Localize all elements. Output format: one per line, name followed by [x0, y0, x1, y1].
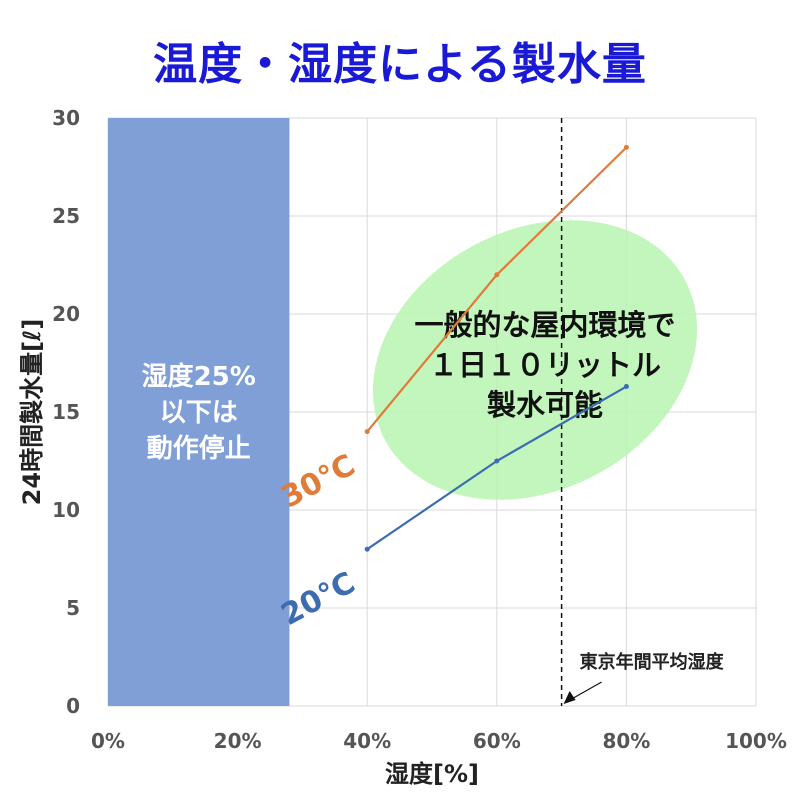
- x-tick-label: 80%: [602, 729, 650, 753]
- shaded-region-label: 動作停止: [147, 433, 251, 464]
- x-tick-label: 20%: [214, 729, 262, 753]
- data-point: [494, 458, 500, 464]
- y-tick-label: 0: [66, 694, 80, 718]
- ellipse-label: １日１０リットル: [429, 348, 661, 382]
- data-point: [364, 546, 370, 552]
- shaded-region: [108, 118, 290, 706]
- data-point: [623, 144, 629, 150]
- shaded-region-label: 以下は: [160, 398, 238, 428]
- y-tick-label: 5: [66, 596, 80, 620]
- x-tick-label: 100%: [725, 729, 787, 753]
- ellipse-label: 製水可能: [487, 388, 603, 422]
- chart-title: 温度・湿度による製水量: [153, 39, 647, 90]
- reference-arrow-head: [563, 691, 576, 704]
- data-point: [364, 429, 370, 435]
- y-tick-label: 10: [52, 498, 80, 522]
- y-tick-label: 25: [52, 204, 80, 228]
- y-axis-title: 24時間製水量[ℓ]: [18, 319, 46, 506]
- x-tick-label: 60%: [473, 729, 521, 753]
- y-tick-label: 20: [52, 302, 80, 326]
- data-point: [494, 272, 500, 278]
- ellipse-highlight: [372, 220, 698, 500]
- x-tick-label: 40%: [343, 729, 391, 753]
- data-point: [623, 384, 629, 390]
- x-axis-title: 湿度[%]: [385, 760, 479, 788]
- reference-line-label: 東京年間平均湿度: [580, 651, 725, 673]
- x-tick-label: 0%: [91, 729, 125, 753]
- shaded-region-label: 湿度25%: [142, 361, 256, 392]
- reference-line-layer: 東京年間平均湿度: [560, 118, 725, 706]
- tick-layer: 0 5 10 15 20 25 30 0% 20% 40% 60% 80% 100%: [52, 106, 787, 753]
- y-tick-label: 30: [52, 106, 80, 130]
- y-tick-label: 15: [52, 400, 80, 424]
- ellipse-label: 一般的な屋内環境で: [414, 308, 675, 342]
